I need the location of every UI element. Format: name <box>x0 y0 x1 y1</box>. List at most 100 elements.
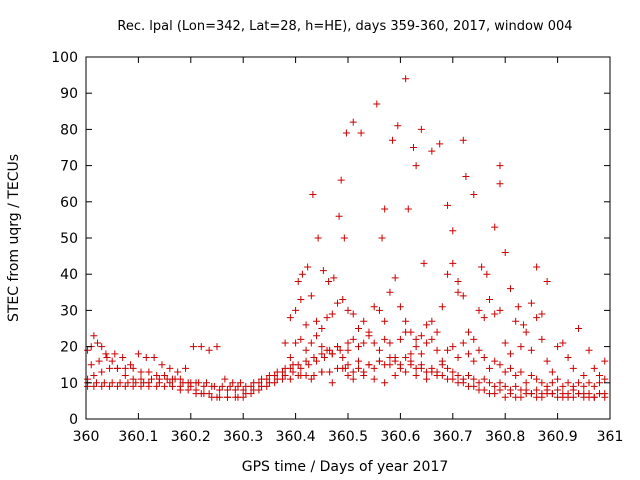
data-point <box>391 372 399 380</box>
data-point <box>527 299 535 307</box>
data-point <box>548 390 556 398</box>
data-point <box>108 379 116 387</box>
data-point <box>137 368 145 376</box>
data-point <box>360 317 368 325</box>
data-point <box>580 382 588 390</box>
data-point <box>323 346 331 354</box>
y-axis-title: STEC from uqrg / TECUs <box>6 154 22 322</box>
data-point <box>218 382 226 390</box>
data-point <box>417 350 425 358</box>
data-point <box>436 140 444 148</box>
data-point <box>373 100 381 108</box>
data-point <box>438 303 446 311</box>
data-point <box>357 129 365 137</box>
data-point <box>309 191 317 199</box>
data-point <box>279 375 286 383</box>
data-point <box>601 375 609 383</box>
data-point <box>506 364 514 372</box>
data-point <box>239 386 247 394</box>
data-point <box>559 382 567 390</box>
data-point <box>106 364 114 372</box>
data-point <box>271 379 279 387</box>
data-point <box>294 277 302 285</box>
x-tick-label: 360.8 <box>485 429 525 445</box>
y-tick-label: 50 <box>60 231 78 247</box>
data-point <box>491 310 499 318</box>
data-point <box>428 147 436 155</box>
data-point <box>292 306 300 314</box>
data-point <box>84 346 92 354</box>
data-point <box>506 350 514 358</box>
data-point <box>200 390 208 398</box>
data-point <box>554 343 562 351</box>
data-point <box>496 162 504 170</box>
data-point <box>375 357 383 365</box>
data-point <box>100 379 108 387</box>
data-point <box>423 321 431 329</box>
data-point <box>402 317 410 325</box>
data-point <box>433 372 441 380</box>
data-point <box>323 314 331 322</box>
data-point <box>412 343 420 351</box>
data-point <box>221 375 229 383</box>
data-point <box>402 328 410 336</box>
x-tick-label: 360.6 <box>380 429 420 445</box>
data-point <box>239 393 247 401</box>
data-point <box>444 270 452 278</box>
data-point <box>304 263 312 271</box>
data-point <box>250 379 258 387</box>
data-point <box>522 379 530 387</box>
data-point <box>326 368 334 376</box>
data-point <box>465 382 473 390</box>
data-point <box>310 353 318 361</box>
data-point <box>433 328 441 336</box>
data-point <box>307 292 315 300</box>
data-point <box>404 205 412 213</box>
data-point <box>313 357 321 365</box>
data-point <box>496 386 504 394</box>
data-point <box>575 379 583 387</box>
data-point <box>381 317 389 325</box>
data-point <box>580 372 588 380</box>
data-point <box>554 386 562 394</box>
data-point <box>307 375 315 383</box>
data-point <box>381 205 389 213</box>
data-point <box>334 343 342 351</box>
data-point <box>121 382 129 390</box>
data-point <box>166 379 174 387</box>
data-point <box>402 353 410 361</box>
data-point <box>527 372 535 380</box>
data-point <box>444 201 452 209</box>
data-point <box>386 288 394 296</box>
data-point <box>92 379 100 387</box>
data-point <box>465 350 473 358</box>
data-point <box>506 285 514 293</box>
data-point <box>153 382 161 390</box>
data-point <box>438 361 446 369</box>
data-point <box>142 353 150 361</box>
data-point <box>231 386 239 394</box>
data-point <box>342 129 350 137</box>
data-point <box>580 390 588 398</box>
data-point <box>454 372 462 380</box>
data-point <box>554 375 562 383</box>
data-point <box>412 335 420 343</box>
data-point <box>354 357 362 365</box>
data-point <box>339 296 347 304</box>
data-point <box>349 118 357 126</box>
data-point <box>360 339 368 347</box>
data-point <box>512 382 520 390</box>
data-point <box>229 379 237 387</box>
data-point <box>286 314 294 322</box>
data-point <box>94 339 102 347</box>
data-point <box>396 364 404 372</box>
data-point <box>501 368 509 376</box>
data-point <box>90 382 98 390</box>
data-point <box>286 353 294 361</box>
data-point <box>370 339 378 347</box>
data-point <box>370 364 378 372</box>
data-point <box>475 306 483 314</box>
data-point <box>216 393 224 401</box>
data-point <box>289 361 297 369</box>
data-point <box>564 379 572 387</box>
